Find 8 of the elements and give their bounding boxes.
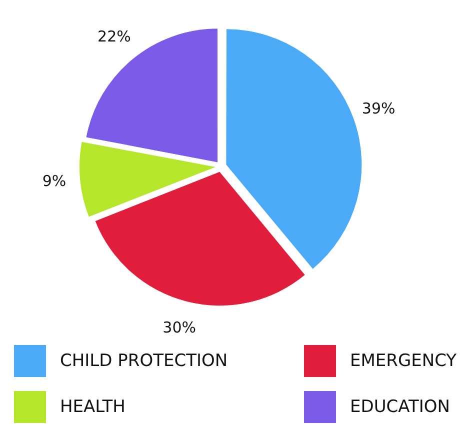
data-label: 9% (42, 172, 66, 190)
legend-label: CHILD PROTECTION (60, 351, 228, 371)
data-label: 39% (362, 100, 396, 118)
legend-label: EDUCATION (350, 397, 450, 417)
data-label: 30% (162, 318, 196, 337)
data-label: 22% (98, 27, 131, 46)
legend-label: EMERGENCY (350, 351, 457, 371)
legend-label: HEALTH (60, 397, 126, 417)
